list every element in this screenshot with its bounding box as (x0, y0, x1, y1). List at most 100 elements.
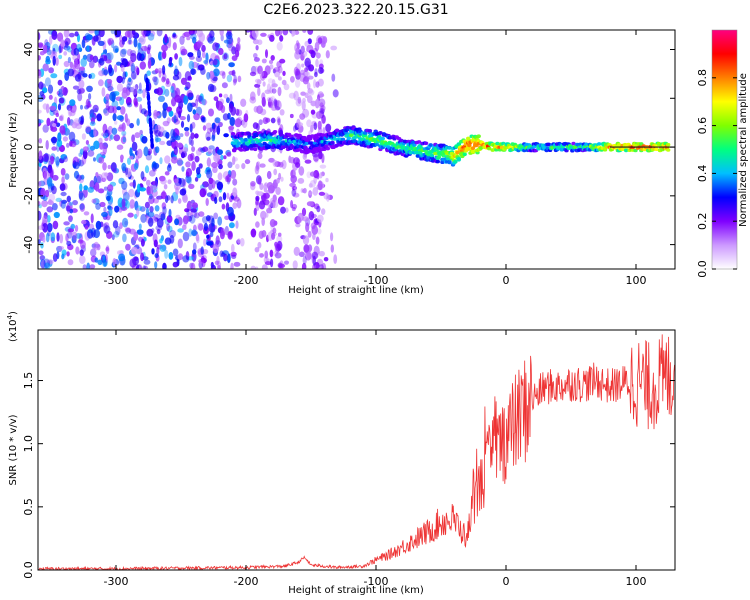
spectrogram-cell (63, 45, 71, 51)
spectrogram-cell (78, 192, 85, 202)
spectrogram-cell (277, 232, 282, 237)
spectrogram-cell (127, 39, 133, 45)
spectrogram-cell (275, 187, 281, 195)
spectrogram-y-tick-label: 0 (22, 144, 35, 151)
spectrogram-cell (304, 251, 312, 261)
spectrogram-cell (122, 188, 128, 196)
spectrogram-cell (77, 92, 83, 102)
spectrogram-cell (616, 143, 622, 147)
spectrogram-cell (86, 85, 93, 93)
snr-y-tick-label: 1.5 (22, 372, 35, 390)
spectrogram-cell (134, 65, 139, 73)
spectrogram-cell (194, 177, 199, 182)
spectrogram-cell (207, 83, 215, 93)
spectrogram-cell (277, 118, 281, 126)
spectrogram-cell (162, 50, 167, 60)
spectrogram-cell (38, 32, 41, 41)
spectrogram-cell (206, 136, 211, 141)
spectrogram-cell (317, 180, 323, 191)
spectrogram-cell (436, 155, 442, 159)
spectrogram-cell (97, 188, 105, 194)
spectrogram-cell (244, 147, 250, 151)
spectrogram-cell (125, 96, 132, 106)
spectrogram-cell (257, 177, 262, 186)
spectrogram-cell (130, 71, 137, 80)
spectrogram-cell (259, 163, 266, 168)
spectrogram-cell (166, 215, 173, 223)
spectrogram-cell (146, 228, 154, 237)
spectrogram-cell (277, 76, 282, 81)
spectrogram-cell (81, 219, 87, 225)
spectrogram-cell (38, 201, 41, 207)
spectrogram-cell (374, 142, 380, 147)
spectrogram-cell (86, 45, 90, 52)
spectrogram-cell (120, 206, 128, 211)
spectrogram-cell (666, 148, 671, 152)
spectrogram-cell (633, 148, 638, 153)
spectrogram-cell (257, 86, 261, 97)
spectrogram-cell (306, 119, 312, 128)
spectrogram-cell (166, 164, 172, 172)
spectrogram-cell (144, 165, 150, 174)
spectrogram-y-tick-label: 20 (22, 91, 35, 105)
spectrogram-cell (254, 83, 261, 88)
spectrogram-cell (119, 222, 123, 230)
spectrogram-cell (147, 59, 152, 69)
spectrogram-cell (253, 57, 260, 62)
spectrogram-cell (48, 94, 53, 100)
spectrogram-cell (152, 162, 160, 169)
spectrogram-cell (322, 36, 328, 45)
spectrogram-cell (456, 142, 461, 147)
snr-x-ticks: -300 -200 -100 0 100 (104, 330, 647, 588)
spectrogram-cell (300, 91, 306, 96)
spectrogram-cell (52, 43, 59, 53)
snr-scale-exponent: 4 (6, 314, 14, 319)
spectrogram-cell (64, 72, 70, 81)
spectrogram-cell (232, 202, 238, 210)
spectrogram-cell (66, 240, 72, 246)
spectrogram-cell (230, 262, 234, 269)
spectrogram-cell (240, 237, 245, 247)
spectrogram-cell (182, 215, 189, 225)
spectrogram-cell (185, 167, 193, 177)
spectrogram-cell (143, 146, 149, 157)
spectrogram-cell (415, 154, 421, 158)
spectrogram-cell (107, 164, 112, 170)
spectrogram-cell (203, 222, 208, 231)
spectrogram-cell (289, 113, 294, 119)
spectrogram-cell (103, 206, 107, 214)
spectrogram-cell (227, 161, 233, 169)
spectrogram-cell (270, 117, 276, 124)
snr-y-tick-label: 1.0 (22, 435, 35, 453)
spectrogram-cell (299, 149, 305, 154)
spectrogram-cell (197, 49, 201, 59)
spectrogram-cell (318, 191, 326, 196)
spectrogram-x-label: Height of straight line (km) (288, 285, 424, 296)
spectrogram-cell (72, 54, 79, 61)
spectrogram-cell (142, 89, 146, 99)
spectrogram-cell (71, 106, 77, 115)
spectrogram-cell (199, 93, 204, 102)
spectrogram-cell (153, 112, 160, 117)
spectrogram-cell (59, 233, 64, 244)
spectrogram-cell (302, 256, 307, 265)
spectrogram-cell (274, 243, 280, 254)
spectrogram-cell (154, 205, 160, 212)
spectrogram-cell (103, 260, 107, 267)
spectrogram-cell (213, 153, 221, 163)
spectrogram-cell (121, 180, 128, 190)
spectrogram-cell (290, 200, 294, 209)
spectrogram-cell (217, 216, 223, 226)
spectrogram-cell (200, 255, 205, 263)
spectrogram-cell (89, 60, 95, 69)
spectrogram-cell (44, 262, 51, 269)
spectrogram-cell (229, 116, 236, 127)
spectrogram-cell (156, 218, 164, 228)
spectrogram-cell (311, 251, 319, 260)
spectrogram-cell (178, 56, 183, 67)
spectrogram-cell (86, 229, 94, 239)
spectrogram-cell (186, 36, 191, 41)
spectrogram-cell (206, 169, 213, 179)
snr-y-label: SNR (10 * v/v) (8, 414, 19, 485)
spectrogram-cell (131, 246, 138, 255)
